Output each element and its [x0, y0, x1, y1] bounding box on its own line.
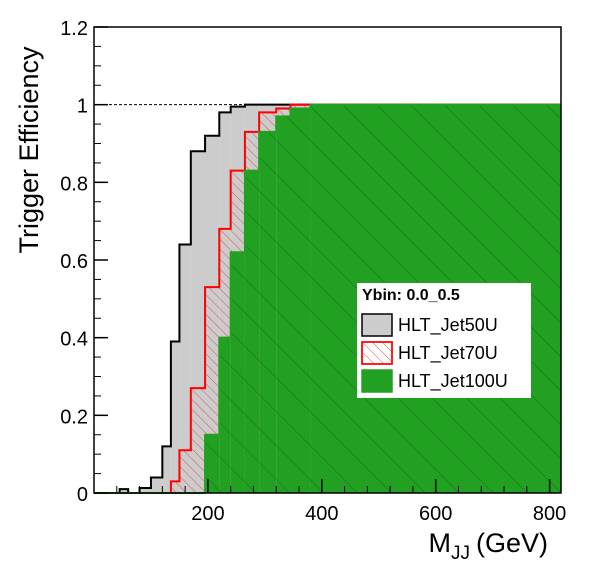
- x-tick-label: 200: [191, 503, 224, 525]
- legend-swatch-hatch: [361, 341, 393, 365]
- bin-hatch: [219, 337, 231, 493]
- legend-label: HLT_Jet70U: [398, 343, 498, 364]
- bin: [119, 489, 129, 493]
- bin: [170, 341, 180, 493]
- x-axis-label: MJJ (GeV): [428, 528, 548, 564]
- bin: [139, 487, 151, 493]
- bin: [162, 446, 171, 493]
- bin: [150, 477, 163, 493]
- bin-hatch: [259, 131, 277, 493]
- y-tick-label: 1: [77, 96, 88, 118]
- y-axis-label: Trigger Efficiency: [14, 46, 44, 254]
- bin: [179, 244, 191, 493]
- y-tick-label: 1.2: [60, 18, 88, 40]
- legend: Ybin: 0.0_0.5 HLT_Jet50U HLT_Jet70U HLT_Je…: [357, 283, 531, 398]
- bin: [179, 450, 191, 493]
- bin-hatch: [230, 252, 245, 493]
- x-tick-label: 800: [533, 503, 566, 525]
- legend-swatch: [361, 313, 393, 337]
- legend-title: Ybin: 0.0_0.5: [362, 287, 460, 304]
- plot-area: [94, 103, 561, 494]
- x-label-unit: (GeV): [476, 528, 548, 558]
- x-tick-label: 400: [305, 503, 338, 525]
- legend-label: HLT_Jet50U: [398, 315, 498, 336]
- y-tick-label: 0: [77, 484, 88, 506]
- bin: [170, 481, 180, 493]
- bin: [190, 388, 206, 493]
- bin-hatch: [290, 108, 311, 494]
- legend-swatch: [361, 369, 393, 393]
- x-tick-label: 600: [419, 503, 452, 525]
- bin-hatch: [244, 170, 260, 493]
- y-tick-label: 0.4: [60, 329, 88, 351]
- x-label-sub: JJ: [451, 543, 470, 564]
- x-label-main: M: [428, 528, 451, 558]
- y-tick-label: 0.6: [60, 251, 88, 273]
- y-tick-label: 0.2: [60, 406, 88, 428]
- y-tick-label: 0.8: [60, 173, 88, 195]
- legend-label: HLT_Jet100U: [398, 371, 508, 392]
- bin-hatch: [276, 116, 291, 494]
- bin-hatch: [205, 434, 220, 493]
